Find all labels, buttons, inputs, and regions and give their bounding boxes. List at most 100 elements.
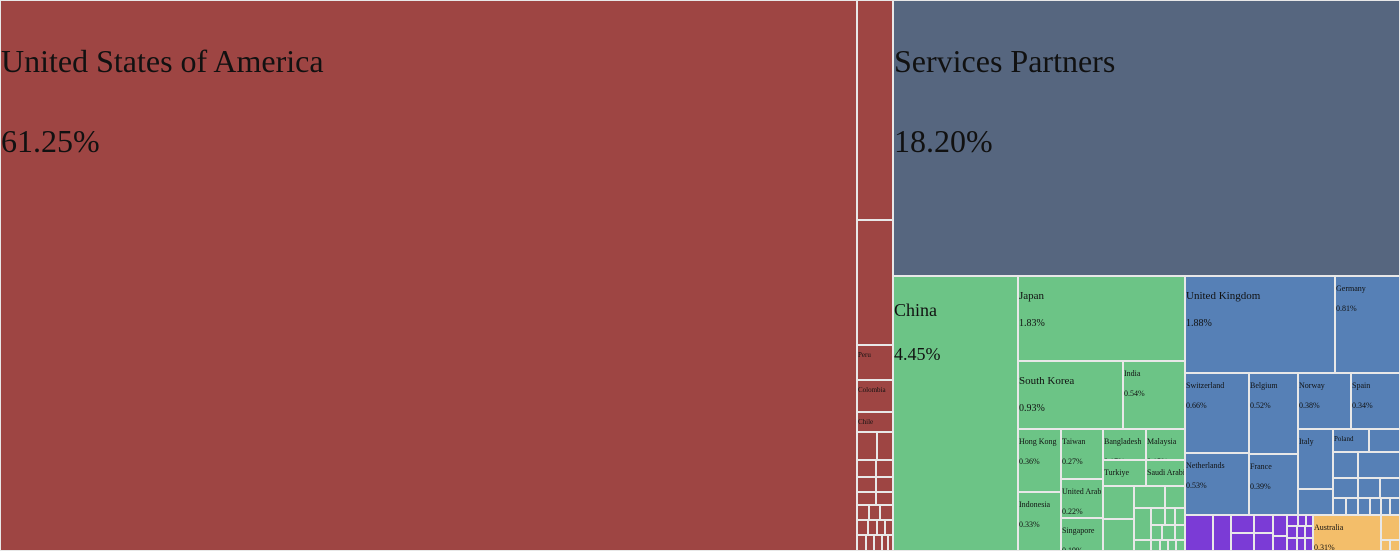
treemap-tile[interactable] <box>868 520 877 535</box>
treemap-tile[interactable] <box>880 505 893 520</box>
treemap-tile[interactable]: Services Partners 18.20% <box>893 0 1400 276</box>
treemap-tile[interactable] <box>1305 538 1313 551</box>
treemap-tile[interactable] <box>877 432 893 460</box>
treemap-tile[interactable]: Poland <box>1333 429 1369 452</box>
treemap-tile[interactable]: Hong Kong 0.36% <box>1018 429 1061 492</box>
tile-label: Italy <box>1299 437 1314 446</box>
treemap-tile[interactable] <box>1298 489 1333 515</box>
treemap-tile[interactable]: Netherlands 0.53% <box>1185 453 1249 515</box>
treemap-tile[interactable]: Australia 0.31% <box>1313 515 1381 551</box>
treemap-tile[interactable]: Peru <box>857 345 893 380</box>
treemap-tile[interactable] <box>1358 498 1370 515</box>
treemap-tile[interactable]: Italy <box>1298 429 1333 489</box>
treemap-tile[interactable] <box>1333 498 1346 515</box>
treemap-tile[interactable] <box>1175 508 1185 525</box>
treemap-tile[interactable] <box>1151 508 1165 525</box>
treemap-tile[interactable]: Germany 0.81% <box>1335 276 1400 373</box>
treemap-tile[interactable] <box>1231 515 1254 533</box>
treemap-tile[interactable] <box>1306 515 1313 526</box>
treemap-tile[interactable] <box>1160 540 1168 551</box>
treemap-tile[interactable] <box>1390 540 1400 551</box>
treemap-tile[interactable] <box>866 535 874 551</box>
treemap-tile[interactable] <box>857 520 868 535</box>
treemap-tile[interactable]: Japan 1.83% <box>1018 276 1185 361</box>
treemap-tile[interactable]: Saudi Arabia <box>1146 460 1185 486</box>
treemap-tile[interactable] <box>885 520 893 535</box>
treemap-tile[interactable] <box>857 505 869 520</box>
treemap-tile[interactable] <box>857 477 876 492</box>
treemap-tile[interactable] <box>1168 540 1176 551</box>
treemap-tile[interactable] <box>888 535 893 551</box>
treemap-tile[interactable] <box>1231 533 1254 551</box>
treemap-tile[interactable] <box>1370 498 1381 515</box>
treemap-tile[interactable]: Switzerland 0.66% <box>1185 373 1249 453</box>
treemap-tile[interactable]: Indonesia 0.33% <box>1018 492 1061 551</box>
treemap-tile[interactable] <box>1185 515 1213 551</box>
treemap-tile[interactable] <box>1380 478 1400 498</box>
treemap-tile[interactable] <box>1287 538 1297 551</box>
treemap-tile[interactable] <box>1305 526 1313 538</box>
treemap-tile[interactable] <box>1213 515 1231 551</box>
treemap-tile[interactable] <box>1175 525 1185 540</box>
treemap-tile[interactable] <box>1151 525 1162 540</box>
treemap-tile[interactable] <box>1103 486 1134 519</box>
treemap-tile[interactable]: Bangladesh 0.17% <box>1103 429 1146 460</box>
treemap-tile[interactable] <box>1381 515 1400 540</box>
treemap-tile[interactable]: United Arab Emirates 0.22% <box>1061 479 1103 518</box>
treemap-tile[interactable] <box>1134 486 1165 508</box>
treemap-tile[interactable]: Belgium 0.52% <box>1249 373 1298 454</box>
treemap-tile[interactable] <box>1165 508 1175 525</box>
treemap-tile[interactable] <box>1390 498 1400 515</box>
treemap-tile[interactable] <box>869 505 880 520</box>
treemap-tile[interactable] <box>876 492 893 505</box>
treemap-tile[interactable]: China 4.45% <box>893 276 1018 551</box>
treemap-tile[interactable] <box>876 460 893 477</box>
treemap-tile[interactable]: Spain 0.34% <box>1351 373 1400 429</box>
treemap-tile[interactable] <box>1333 452 1358 478</box>
treemap-tile[interactable] <box>1287 515 1298 526</box>
treemap-tile[interactable] <box>1297 526 1305 538</box>
treemap-tile[interactable] <box>1287 526 1297 538</box>
treemap-tile[interactable] <box>1254 533 1273 551</box>
treemap-tile[interactable] <box>1273 515 1287 536</box>
treemap-tile[interactable]: Taiwan 0.27% <box>1061 429 1103 479</box>
treemap-tile[interactable] <box>1298 515 1306 526</box>
treemap-tile[interactable] <box>1151 540 1160 551</box>
treemap-tile[interactable] <box>857 460 876 477</box>
treemap-tile[interactable] <box>1162 525 1175 540</box>
treemap-tile[interactable] <box>1254 515 1273 533</box>
treemap-tile[interactable] <box>1381 498 1390 515</box>
treemap-tile[interactable] <box>1134 508 1151 540</box>
treemap-tile[interactable]: Malaysia 0.15% <box>1146 429 1185 460</box>
treemap-tile[interactable] <box>857 220 893 345</box>
treemap-tile[interactable]: United States of America 61.25% <box>0 0 857 551</box>
treemap-tile[interactable] <box>874 535 882 551</box>
treemap-tile[interactable] <box>1165 486 1185 508</box>
treemap-tile[interactable]: India 0.54% <box>1123 361 1185 429</box>
treemap-tile[interactable]: South Korea 0.93% <box>1018 361 1123 429</box>
treemap-tile[interactable] <box>1358 478 1380 498</box>
treemap-tile[interactable]: Colombia <box>857 380 893 412</box>
treemap-tile[interactable]: Norway 0.38% <box>1298 373 1351 429</box>
treemap-tile[interactable]: United Kingdom 1.88% <box>1185 276 1335 373</box>
treemap-tile[interactable] <box>1103 519 1134 551</box>
treemap-tile[interactable] <box>1297 538 1305 551</box>
treemap-tile[interactable] <box>1369 429 1400 452</box>
treemap-tile[interactable] <box>1134 540 1151 551</box>
treemap-tile[interactable] <box>857 492 876 505</box>
treemap-tile[interactable]: France 0.39% <box>1249 454 1298 515</box>
treemap-tile[interactable] <box>1176 540 1185 551</box>
treemap-tile[interactable] <box>857 432 877 460</box>
treemap-tile[interactable] <box>857 0 893 220</box>
treemap-tile[interactable] <box>1273 536 1287 551</box>
treemap-tile[interactable]: Chile <box>857 412 893 432</box>
treemap-tile[interactable] <box>876 477 893 492</box>
treemap-tile[interactable] <box>1333 478 1358 498</box>
treemap-tile[interactable] <box>1358 452 1400 478</box>
treemap-tile[interactable] <box>1381 540 1390 551</box>
treemap-tile[interactable] <box>1346 498 1358 515</box>
treemap-tile[interactable]: Turkiye <box>1103 460 1146 486</box>
treemap-tile[interactable] <box>857 535 866 551</box>
treemap-tile[interactable]: Singapore 0.19% <box>1061 518 1103 551</box>
treemap-tile[interactable] <box>877 520 885 535</box>
